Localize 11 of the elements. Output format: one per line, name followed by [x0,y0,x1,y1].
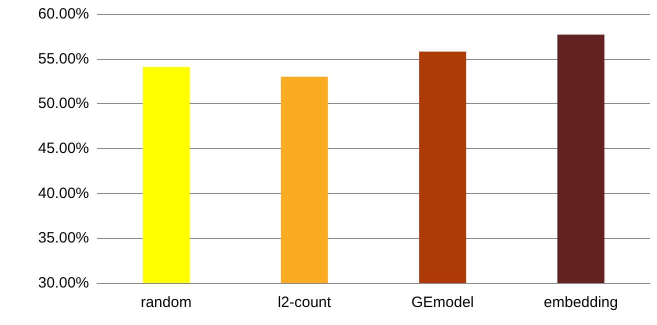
x-tick-label: embedding [544,294,618,311]
x-tick-label: l2-count [278,294,332,311]
y-tick-label: 30.00% [38,274,89,292]
y-tick-label: 50.00% [38,95,89,112]
y-tick-label: 35.00% [38,230,89,247]
y-tick-label: 60.00% [38,6,89,22]
y-tick-label: 45.00% [38,140,89,157]
x-tick-label: random [140,294,192,311]
y-tick-label: 40.00% [38,184,89,202]
x-tick-label: GEmodel [411,294,474,311]
y-tick-label: 55.00% [38,50,89,68]
